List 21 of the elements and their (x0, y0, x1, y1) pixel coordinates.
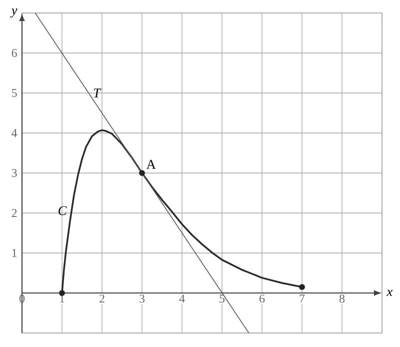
point (299, 284, 305, 290)
y-tick-label: 3 (12, 168, 17, 178)
x-tick-label: 5 (220, 294, 225, 303)
y-axis-title: y (10, 8, 18, 18)
annotation: A (146, 160, 156, 169)
point (139, 170, 145, 176)
series-label: C (58, 206, 67, 216)
y-tick-label: 4 (12, 129, 18, 137)
y-tick-label: 1 (12, 249, 17, 257)
x-tick-label: 7 (300, 294, 305, 302)
y-tick-label: 5 (12, 89, 17, 97)
y-tick-label: 2 (12, 209, 17, 217)
x-axis-title: x (386, 290, 393, 296)
x-tick-label: 8 (339, 294, 345, 303)
point (59, 290, 65, 296)
x-tick-label: 2 (100, 294, 104, 303)
x-tick-label: 3 (140, 294, 145, 303)
series-label: T (94, 88, 102, 98)
x-tick-label: 4 (179, 294, 185, 302)
y-tick-label: 6 (12, 48, 17, 58)
x-tick-label: 6 (260, 294, 265, 303)
